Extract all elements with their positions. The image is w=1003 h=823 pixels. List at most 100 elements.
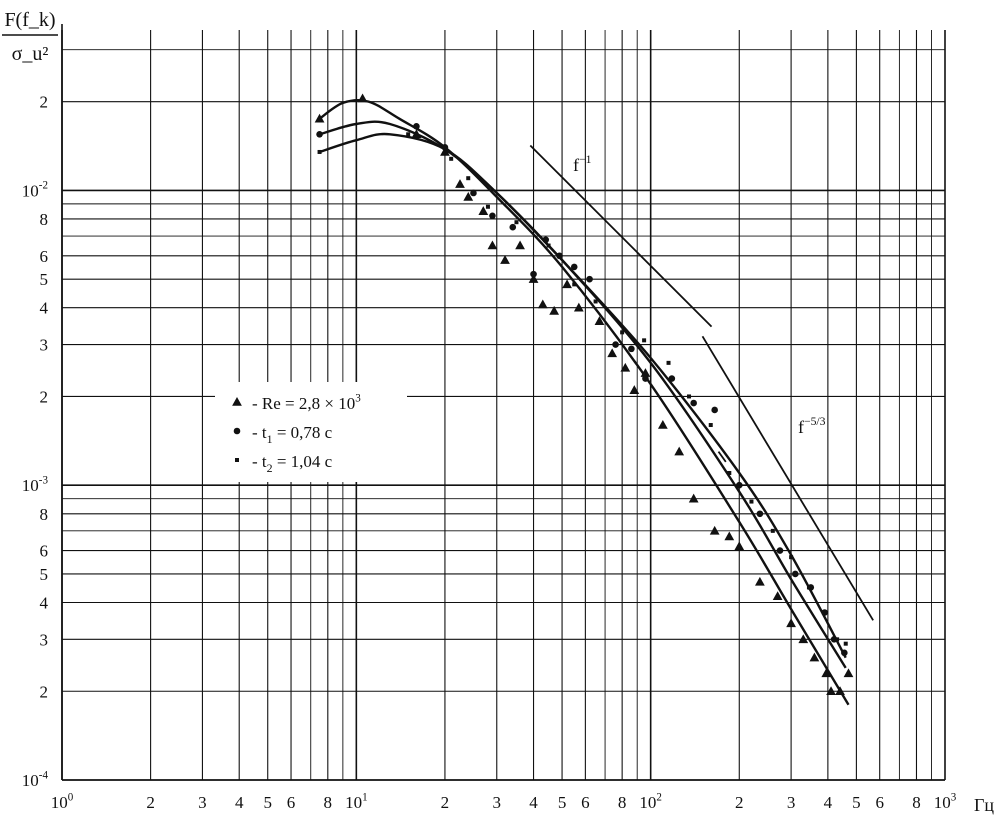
data-point-triangle <box>455 179 465 188</box>
data-point-triangle <box>515 240 525 250</box>
data-point-square <box>835 637 840 642</box>
x-tick-label: 100 <box>51 791 74 812</box>
data-point-dot <box>489 212 496 220</box>
data-point-square <box>466 176 471 181</box>
data-point-dot <box>542 236 550 244</box>
data-point-triangle <box>826 686 836 696</box>
data-point-square <box>546 243 551 248</box>
data-point-square <box>749 499 754 504</box>
legend-marker-dot <box>233 427 241 435</box>
x-tick-label: 6 <box>581 793 590 812</box>
legend-entry: - t1 = 0,78 с <box>252 423 333 446</box>
data-point-triangle <box>562 279 572 289</box>
y-tick-label: 6 <box>40 542 49 561</box>
data-point-dot <box>470 189 477 197</box>
x-label-backdrop <box>968 792 1003 818</box>
data-point-triangle <box>607 348 618 358</box>
data-point-triangle <box>821 668 832 678</box>
data-point-dot <box>756 510 764 518</box>
data-point-triangle <box>734 541 745 551</box>
data-point-triangle <box>487 240 498 250</box>
y-tick-label: 2 <box>40 682 49 701</box>
fit-curves <box>318 98 850 706</box>
x-tick-label: 3 <box>787 793 796 812</box>
y-axis-label-numerator: F(f_k) <box>4 9 55 31</box>
x-tick-label: 103 <box>934 791 957 812</box>
data-point-square <box>620 330 625 335</box>
data-point-triangle <box>709 525 720 535</box>
data-point-dot <box>530 270 537 278</box>
data-point-triangle <box>528 274 539 283</box>
x-tick-label: 6 <box>287 793 296 812</box>
legend-marker-square <box>235 458 239 462</box>
data-point-triangle <box>724 531 735 541</box>
data-point-square <box>642 338 647 343</box>
y-tick-label: 6 <box>40 247 49 266</box>
data-point-triangle <box>357 93 368 103</box>
fit-curve-triangle <box>318 98 850 706</box>
data-point-triangle <box>629 385 640 394</box>
data-point-square <box>770 528 775 533</box>
data-point-triangle <box>786 618 796 628</box>
data-point-square <box>687 394 692 399</box>
data-point-square <box>485 204 490 209</box>
annotation-f-5-3: f−5/3 <box>798 415 826 437</box>
data-point-square <box>593 299 598 304</box>
y-tick-label: 2 <box>40 387 49 406</box>
y-tick-label: 10-2 <box>22 180 48 201</box>
data-point-dot <box>642 375 649 382</box>
data-point-triangle <box>478 206 489 215</box>
data-point-square <box>843 641 848 646</box>
data-point-triangle <box>674 446 685 456</box>
data-point-square <box>317 149 322 154</box>
data-point-triangle <box>537 299 548 309</box>
data-point-triangle <box>835 686 845 696</box>
data-point-triangle <box>500 255 510 264</box>
y-tick-label: 3 <box>40 630 49 649</box>
annotation-f-1: f−1 <box>573 153 592 175</box>
data-point-triangle <box>549 305 560 315</box>
y-tick-label: 2 <box>40 93 49 112</box>
data-points <box>314 93 854 696</box>
data-point-square <box>514 220 519 225</box>
data-point-dot <box>586 275 593 283</box>
data-point-triangle <box>657 419 668 429</box>
y-axis-label-denominator: σ_u² <box>12 43 49 65</box>
data-point-square <box>572 282 577 287</box>
x-tick-label: 6 <box>875 793 884 812</box>
slope-line-f-1 <box>529 144 713 328</box>
data-point-triangle <box>594 316 605 325</box>
data-point-square <box>406 132 411 137</box>
data-point-triangle <box>809 652 820 662</box>
x-tick-label: 4 <box>824 793 833 812</box>
data-point-square <box>708 423 713 428</box>
x-axis-label: Гц <box>974 795 994 815</box>
y-tick-label: 10-3 <box>22 475 49 496</box>
data-point-triangle <box>463 191 474 201</box>
tick-labels: 100 2 3 4 5 6 8 101 2 3 4 5 6 8 102 2 3 4 5 6 8 10310-4234568… <box>22 93 957 812</box>
legend-entry: - t2 = 1,04 с <box>252 452 333 475</box>
data-point-triangle <box>772 591 783 601</box>
x-tick-label: 8 <box>912 793 921 812</box>
x-tick-label: 8 <box>324 793 333 812</box>
data-point-triangle <box>798 634 809 644</box>
data-point-dot <box>570 263 578 271</box>
x-tick-label: 5 <box>263 793 272 812</box>
legend-marker-triangle <box>232 396 242 406</box>
data-point-triangle <box>314 113 325 123</box>
data-point-square <box>806 585 811 590</box>
data-point-square <box>727 470 732 475</box>
data-point-dot <box>413 122 420 130</box>
y-tick-label: 4 <box>40 594 49 613</box>
chart-grid <box>61 30 946 781</box>
data-point-dot <box>509 223 517 231</box>
data-point-triangle <box>755 576 765 586</box>
data-point-dot <box>628 345 635 353</box>
slope-reference-lines <box>529 144 874 621</box>
data-point-triangle <box>843 668 854 678</box>
data-point-triangle <box>620 362 631 372</box>
x-tick-label: 2 <box>735 793 744 812</box>
y-tick-label: 10-4 <box>22 769 49 790</box>
data-point-square <box>789 555 794 560</box>
